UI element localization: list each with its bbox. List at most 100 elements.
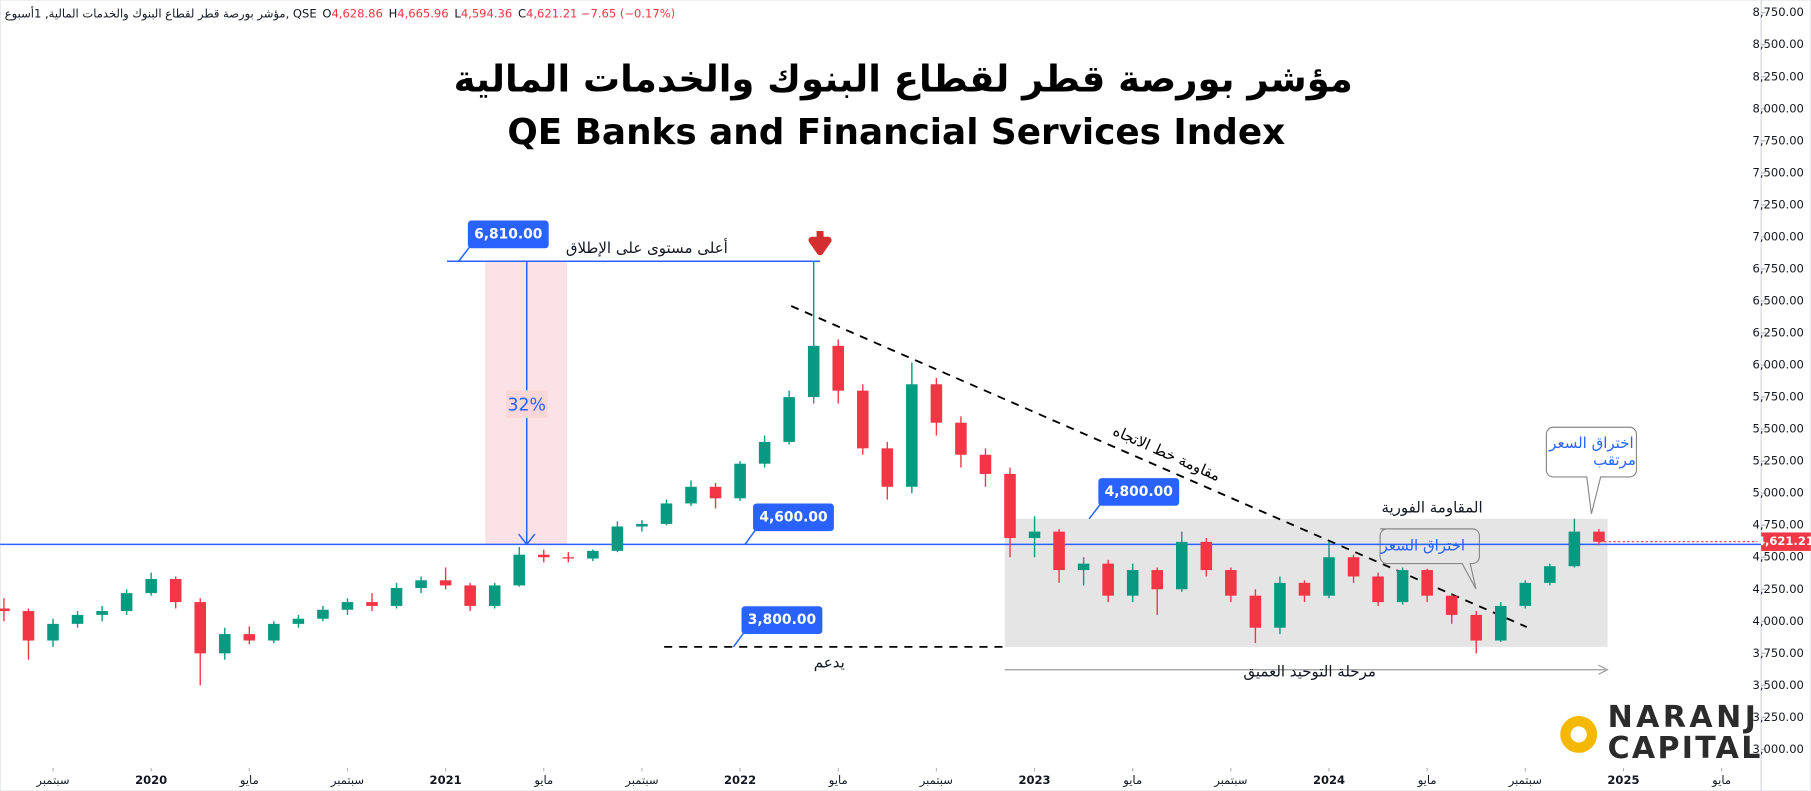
x-tick-label: مايو: [1122, 773, 1142, 788]
candle-body: [1568, 531, 1581, 567]
y-tick-label: 3,500.00: [1753, 678, 1804, 692]
candle-body: [317, 609, 329, 619]
ohlc-key: C: [518, 6, 526, 20]
x-tick-label: مايو: [828, 773, 848, 788]
candle-body: [1544, 566, 1556, 583]
x-tick-label: 2022: [724, 773, 756, 787]
y-tick-label: 6,000.00: [1753, 358, 1804, 372]
ohlc-key: L: [454, 6, 461, 20]
y-tick-label: 4,750.00: [1753, 518, 1804, 532]
y-tick-label: 6,500.00: [1753, 293, 1804, 307]
candle-body: [1593, 531, 1605, 542]
ohlc-value: 4,594.36: [461, 6, 512, 20]
candle-body: [881, 448, 894, 487]
change: −7.65 (−0.17%): [581, 6, 675, 20]
candle-body: [120, 593, 133, 612]
y-tick-label: 3,750.00: [1753, 646, 1804, 660]
candle-body: [1004, 473, 1016, 539]
candle-body: [1175, 541, 1188, 590]
candle-body: [488, 585, 501, 606]
ohlc-value: 4,621.21: [526, 6, 577, 20]
x-tick-label: 2020: [135, 773, 167, 787]
candle-body: [1151, 570, 1164, 590]
candle-body: [1077, 563, 1090, 571]
chart-subtitle: QE Banks and Financial Services Index: [507, 112, 1285, 153]
candle-body: [955, 422, 967, 455]
candle-body: [292, 618, 305, 624]
last-price-tag: [1761, 532, 1811, 551]
candle-body: [979, 454, 992, 474]
callout-text: مرتقب: [1593, 451, 1636, 469]
y-tick-label: 7,500.00: [1753, 165, 1804, 179]
candle-body: [1249, 595, 1262, 628]
callout: [1379, 528, 1480, 590]
candle-body: [1519, 582, 1532, 606]
callout-text: اختراق السعر: [1548, 434, 1633, 452]
last-price-label: 4,621.21: [1757, 534, 1811, 548]
level-box: [467, 220, 549, 249]
y-tick-label: 5,500.00: [1753, 422, 1804, 436]
candle-body: [219, 634, 231, 654]
y-tick-label: 5,750.00: [1753, 390, 1804, 404]
y-tick-label: 3,000.00: [1753, 742, 1804, 756]
candle-body: [783, 397, 795, 442]
y-tick-label: 4,000.00: [1753, 614, 1804, 628]
candle-body: [71, 614, 84, 624]
y-tick-label: 6,250.00: [1753, 326, 1804, 340]
candle-body: [562, 557, 575, 559]
level-box: [753, 503, 834, 532]
arrow-head: [518, 533, 536, 546]
y-tick-label: 8,500.00: [1753, 37, 1804, 51]
level-label: 3,800.00: [748, 612, 816, 628]
candle-body: [1470, 614, 1483, 641]
x-tick-label: سبتمبر: [624, 773, 658, 788]
candle-body: [169, 579, 182, 603]
candle-body: [807, 345, 820, 398]
ohlc-value: 4,665.96: [397, 6, 448, 20]
x-tick-label: 2025: [1607, 773, 1639, 787]
candle-body: [390, 587, 403, 606]
ohlc-key: H: [389, 6, 398, 20]
level-label: 4,800.00: [1105, 484, 1173, 500]
level-text: المقاومة الفورية: [1381, 499, 1482, 517]
chart-title: مؤشر بورصة قطر لقطاع البنوك والخدمات الم…: [454, 57, 1353, 100]
candle-body: [464, 585, 476, 606]
candle-body: [194, 602, 207, 654]
candle-body: [758, 441, 771, 464]
candle-body: [513, 554, 526, 586]
candle-body: [1028, 531, 1041, 539]
candle-body: [636, 523, 648, 527]
callout-text: اختراق السعر: [1380, 537, 1465, 555]
candle-body: [1102, 563, 1114, 596]
x-tick-label: مايو: [1417, 773, 1437, 788]
candle-body: [1225, 570, 1237, 596]
candle-body: [734, 463, 746, 499]
candle-body: [930, 384, 943, 423]
x-tick-label: 2021: [430, 773, 462, 787]
candle-body: [1298, 582, 1311, 596]
x-tick-label: مايو: [533, 773, 553, 788]
x-tick-label: سبتمبر: [1508, 773, 1542, 788]
y-tick-label: 5,250.00: [1753, 454, 1804, 468]
candle-body: [709, 486, 722, 499]
label-bg: [505, 390, 548, 419]
candle-body: [1421, 570, 1433, 596]
y-tick-label: 7,000.00: [1753, 229, 1804, 243]
y-tick-label: 5,000.00: [1753, 486, 1804, 500]
callout: [1545, 426, 1638, 515]
candle-body: [145, 579, 157, 594]
candle-body: [1323, 557, 1335, 596]
x-tick-label: سبتمبر: [919, 773, 953, 788]
candle-body: [0, 608, 10, 612]
candle-body: [1200, 541, 1213, 571]
candle-body: [268, 623, 280, 641]
candle-body: [587, 550, 599, 559]
candle-body: [857, 390, 869, 449]
candle-body: [47, 623, 59, 641]
y-tick-label: 8,000.00: [1753, 101, 1804, 115]
peak-arrow: [808, 230, 832, 256]
y-tick-label: 8,250.00: [1753, 69, 1804, 83]
candle-body: [1347, 557, 1360, 577]
ohlc-key: O: [322, 6, 331, 20]
